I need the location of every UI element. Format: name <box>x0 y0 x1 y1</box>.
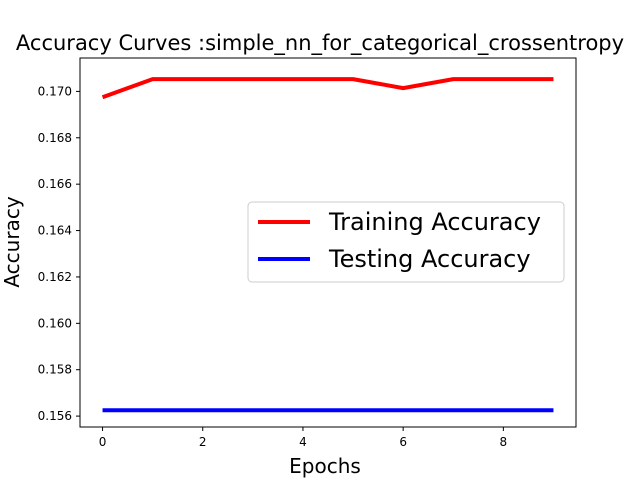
legend-label-testing: Testing Accuracy <box>328 245 531 273</box>
x-tick-label: 4 <box>299 435 307 449</box>
x-axis: 0 2 4 6 8 <box>99 427 507 449</box>
x-tick-label: 6 <box>399 435 407 449</box>
legend: Training Accuracy Testing Accuracy <box>247 201 565 283</box>
y-tick-label: 0.170 <box>38 84 72 98</box>
series-line-training-accuracy <box>101 77 554 100</box>
y-tick-label: 0.164 <box>38 224 72 238</box>
chart-title: Accuracy Curves :simple_nn_for_categoric… <box>16 31 624 56</box>
y-tick-label: 0.166 <box>38 177 72 191</box>
series-lines <box>101 77 554 413</box>
y-axis-label: Accuracy <box>0 196 24 287</box>
x-axis-label: Epochs <box>289 454 361 478</box>
y-tick-label: 0.168 <box>38 131 72 145</box>
y-tick-label: 0.158 <box>38 363 72 377</box>
legend-box <box>247 201 565 283</box>
x-tick-label: 2 <box>199 435 207 449</box>
plot-frame <box>79 57 577 428</box>
y-tick-label: 0.160 <box>38 316 72 330</box>
x-tick-label: 8 <box>500 435 508 449</box>
y-tick-label: 0.162 <box>38 270 72 284</box>
y-axis: 0.156 0.158 0.160 0.162 0.164 0.166 0.168 0.170 <box>38 84 80 423</box>
x-tick-label: 0 <box>99 435 107 449</box>
legend-label-training: Training Accuracy <box>328 208 541 236</box>
y-tick-label: 0.156 <box>38 409 72 423</box>
